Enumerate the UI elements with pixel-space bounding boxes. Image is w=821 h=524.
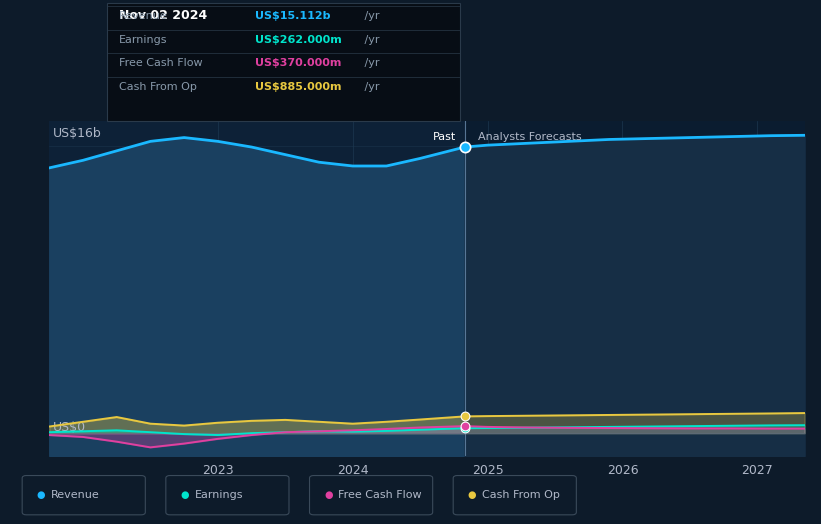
Text: Free Cash Flow: Free Cash Flow xyxy=(338,490,422,500)
Text: US$0: US$0 xyxy=(53,421,86,434)
Text: Earnings: Earnings xyxy=(119,35,167,45)
Text: Revenue: Revenue xyxy=(119,11,167,21)
Bar xyxy=(465,121,805,456)
Text: Analysts Forecasts: Analysts Forecasts xyxy=(478,132,582,143)
Point xyxy=(458,412,471,421)
Text: US$16b: US$16b xyxy=(53,127,102,140)
Text: Nov 02 2024: Nov 02 2024 xyxy=(119,9,207,22)
Text: US$370.000m: US$370.000m xyxy=(255,58,341,68)
Text: Cash From Op: Cash From Op xyxy=(482,490,560,500)
Text: US$262.000m: US$262.000m xyxy=(255,35,342,45)
Point xyxy=(458,143,471,151)
Text: Cash From Op: Cash From Op xyxy=(119,82,197,92)
Text: US$885.000m: US$885.000m xyxy=(255,82,341,92)
Point xyxy=(458,422,471,430)
Text: Past: Past xyxy=(433,132,456,143)
Text: ●: ● xyxy=(37,490,45,500)
Text: /yr: /yr xyxy=(361,11,380,21)
Text: /yr: /yr xyxy=(361,58,380,68)
Text: /yr: /yr xyxy=(361,82,380,92)
Text: ●: ● xyxy=(468,490,476,500)
Point xyxy=(458,424,471,432)
Text: US$15.112b: US$15.112b xyxy=(255,11,330,21)
Text: Free Cash Flow: Free Cash Flow xyxy=(119,58,203,68)
Text: Earnings: Earnings xyxy=(195,490,243,500)
Text: /yr: /yr xyxy=(361,35,380,45)
Text: ●: ● xyxy=(181,490,189,500)
Text: Revenue: Revenue xyxy=(51,490,99,500)
Text: ●: ● xyxy=(324,490,333,500)
